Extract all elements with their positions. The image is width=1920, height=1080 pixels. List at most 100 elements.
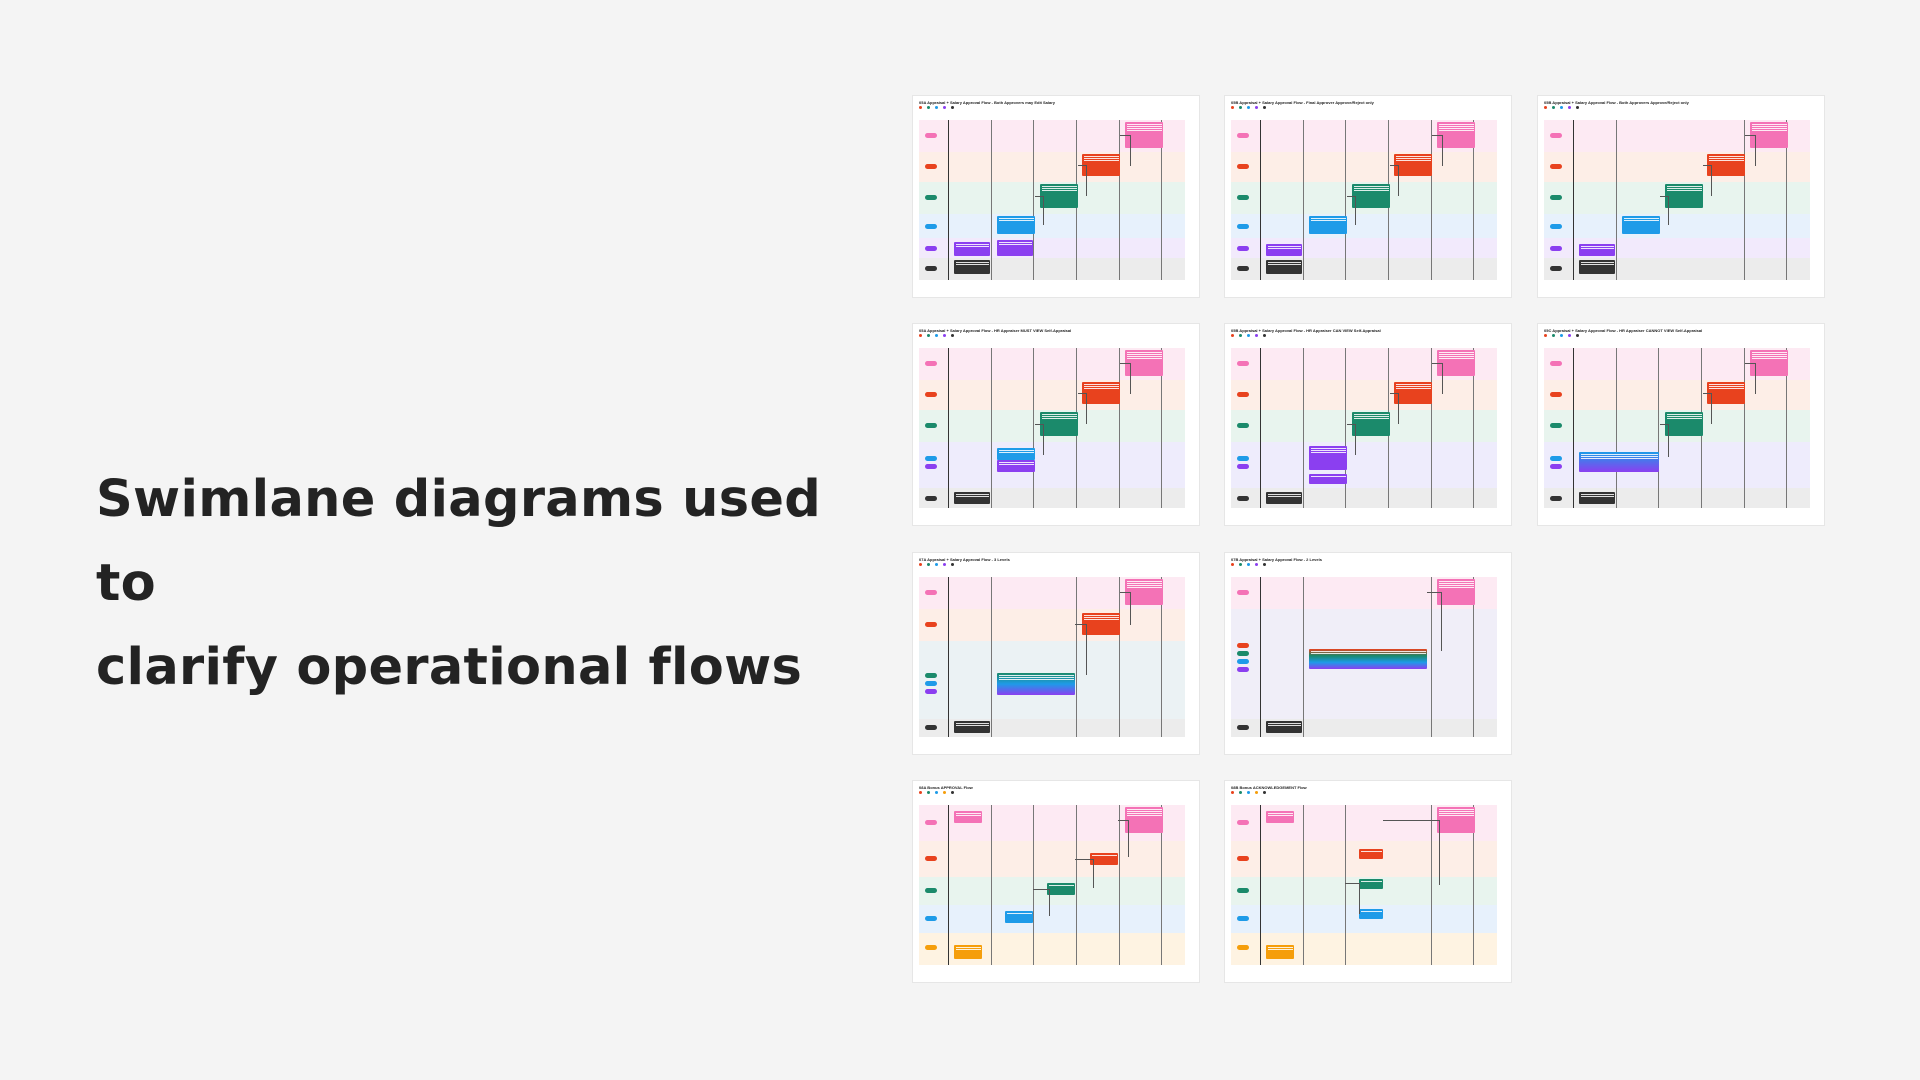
lane-label [1237,888,1249,893]
lane-label [1237,651,1249,656]
lane-label [1237,423,1249,428]
flow-step [1266,721,1302,733]
lane-label [1237,224,1249,229]
flow-step [954,721,990,733]
lane-label [1550,361,1562,366]
swimlane-diagram-card[interactable]: 08A Bonus APPROVAL Flow [913,781,1199,982]
flow-connector [1390,165,1399,196]
legend [919,791,954,794]
flow-step [1125,807,1163,833]
timeline-divider [1573,120,1575,280]
flow-connector [1432,363,1443,394]
flow-step [1266,492,1302,504]
timeline-divider [1345,348,1346,508]
swimlane-diagram-card[interactable]: 05B Appraisal + Salary Approval Flow - B… [1538,96,1824,297]
lane-label [925,689,937,694]
flow-step [1437,122,1475,148]
lane-label [925,392,937,397]
lane-label [925,856,937,861]
flow-step [1309,216,1347,234]
timeline-divider [1744,120,1745,280]
flow-connector [1427,592,1442,651]
diagram-title: 05A Appraisal + Salary Approval Flow - B… [919,100,1056,105]
swimlane-plot [1231,577,1497,737]
timeline-divider [1161,348,1162,508]
lane-label [1550,246,1562,251]
lane-label [925,916,937,921]
timeline-divider [1260,577,1262,737]
timeline-divider [1786,120,1787,280]
timeline-divider [1260,805,1262,965]
lane-label [1550,496,1562,501]
timeline-divider [1786,348,1787,508]
legend [1544,334,1579,337]
swimlane-plot [1544,120,1810,280]
timeline-divider [1033,348,1034,508]
flow-connector [1035,196,1044,225]
lane-label [1237,392,1249,397]
flow-connector [1660,424,1669,457]
timeline-divider [948,120,950,280]
timeline-divider [1431,805,1432,965]
lane-label [925,681,937,686]
lane-label [1550,423,1562,428]
flow-connector [1078,165,1087,196]
swimlane-diagram-card[interactable]: 05B Appraisal + Salary Approval Flow - F… [1225,96,1511,297]
flow-step [1040,184,1078,208]
swimlane-plot [919,120,1185,280]
flow-step [1309,446,1347,470]
flow-connector [1660,196,1669,225]
lane-label [1550,392,1562,397]
swimlane-diagram-card[interactable]: 07A Appraisal + Salary Approval Flow - 3… [913,553,1199,754]
diagram-title: 05B Appraisal + Salary Approval Flow - B… [1544,100,1689,105]
flow-step [1266,811,1294,823]
lane-label [925,673,937,678]
lane-label [925,266,937,271]
lane-label [1237,590,1249,595]
swimlane-diagram-card[interactable]: 08B Bonus ACKNOWLEDGEMENT Flow [1225,781,1511,982]
timeline-divider [948,577,950,737]
swimlane-diagram-card[interactable]: 05B Appraisal + Salary Approval Flow - H… [1225,324,1511,525]
timeline-divider [991,120,992,280]
flow-step [1579,452,1659,472]
flow-step [1750,350,1788,376]
lane-label [1237,725,1249,730]
flow-connector [1120,592,1131,625]
flow-step [1082,382,1120,404]
flow-connector [1745,135,1756,166]
legend [1544,106,1579,109]
legend [1231,563,1266,566]
flow-step [1359,879,1383,889]
diagram-title: 05B Appraisal + Salary Approval Flow - F… [1231,100,1374,105]
diagram-title: 08B Bonus ACKNOWLEDGEMENT Flow [1231,785,1307,790]
flow-connector [1347,424,1356,455]
legend [919,106,954,109]
swimlane-diagram-card[interactable]: 07B Appraisal + Salary Approval Flow - 2… [1225,553,1511,754]
swimlane-diagram-card[interactable]: 05A Appraisal + Salary Approval Flow - B… [913,96,1199,297]
timeline-divider [1303,805,1304,965]
lane-label [925,456,937,461]
flow-connector [1118,820,1129,857]
flow-step [997,673,1075,695]
lane-red [919,152,1185,182]
flow-step [1579,492,1615,504]
lane-label [1237,916,1249,921]
lane-label [1237,820,1249,825]
lane-label [1550,456,1562,461]
timeline-divider [991,348,992,508]
timeline-divider [1744,348,1745,508]
legend [1231,334,1266,337]
timeline-divider [1076,577,1077,737]
timeline-divider [1431,577,1432,737]
lane-label [925,590,937,595]
timeline-divider [1473,805,1474,965]
swimlane-plot [919,577,1185,737]
swimlane-diagram-card[interactable]: 05C Appraisal + Salary Approval Flow - H… [1538,324,1824,525]
flow-step [1047,883,1075,895]
swimlane-diagram-card[interactable]: 05A Appraisal + Salary Approval Flow - H… [913,324,1199,525]
timeline-divider [1161,577,1162,737]
heading-line-2: clarify operational flows [96,638,803,697]
flow-connector [1033,889,1050,916]
flow-connector [1078,393,1087,424]
